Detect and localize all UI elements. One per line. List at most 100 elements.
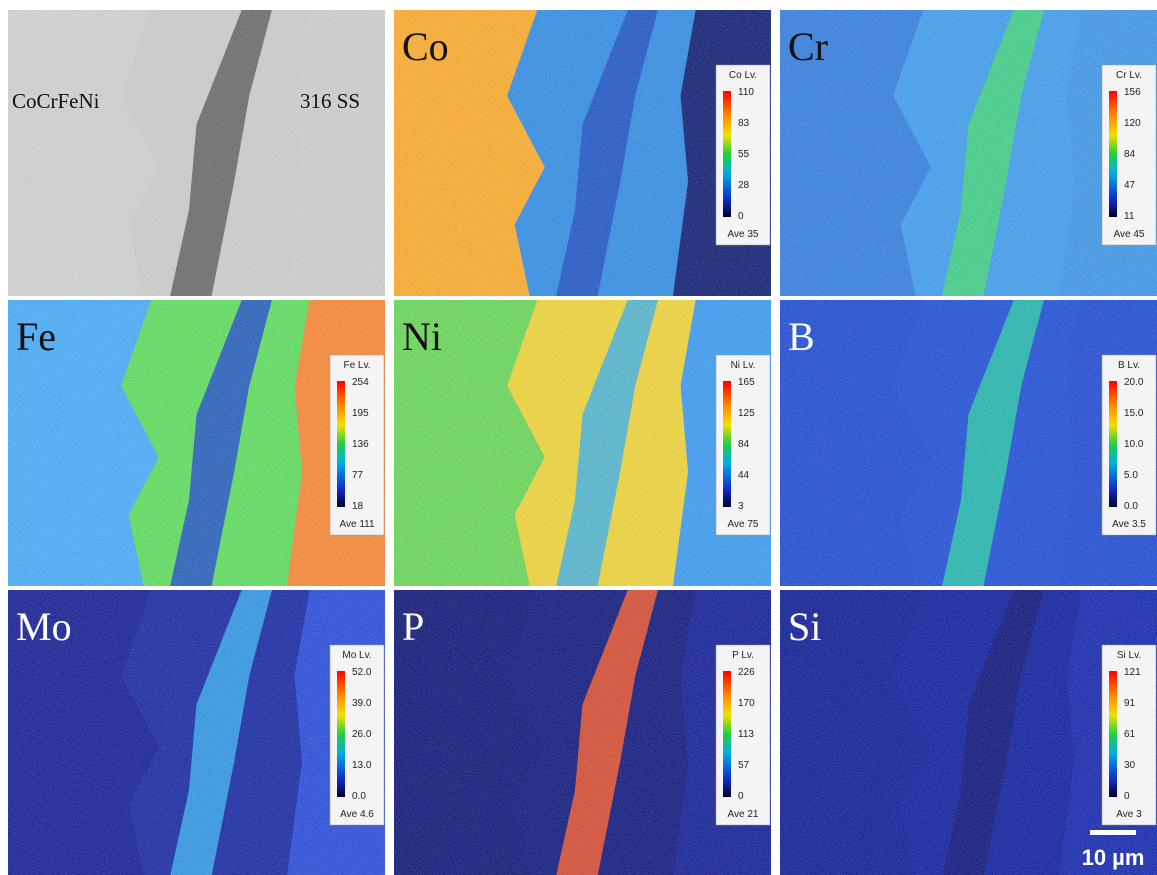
legend-tick: 156 bbox=[1124, 87, 1141, 98]
legend-tick: 110 bbox=[738, 87, 754, 98]
legend: B Lv. 20.0 15.0 10.0 5.0 0.0 Ave 3.5 bbox=[1102, 355, 1156, 535]
legend-tick: 61 bbox=[1124, 729, 1136, 740]
color-bar bbox=[337, 671, 345, 797]
panel-label: Co bbox=[402, 24, 449, 69]
texture bbox=[394, 10, 771, 296]
panel: B B Lv. 20.0 15.0 10.0 5.0 0.0 Ave 3.5 bbox=[780, 300, 1157, 586]
legend-tick: 0.0 bbox=[352, 791, 366, 802]
legend: Cr Lv. 156 120 84 47 11 Ave 45 bbox=[1102, 65, 1156, 245]
legend-tick: 165 bbox=[738, 377, 755, 388]
legend-tick: 47 bbox=[1124, 180, 1136, 191]
legend-title: Fe Lv. bbox=[343, 360, 370, 371]
scale-bar bbox=[1090, 830, 1136, 835]
legend-average: Ave 3 bbox=[1116, 809, 1142, 820]
legend-tick: 15.0 bbox=[1124, 408, 1144, 419]
legend-tick: 0 bbox=[738, 211, 744, 222]
panel-label: Cr bbox=[788, 24, 828, 69]
legend: Ni Lv. 165 125 84 44 3 Ave 75 bbox=[716, 355, 770, 535]
color-bar bbox=[723, 671, 731, 797]
panel: Cr Cr Lv. 156 120 84 47 11 Ave 45 bbox=[780, 10, 1157, 296]
legend-tick: 0 bbox=[1124, 791, 1130, 802]
legend-tick: 113 bbox=[738, 729, 754, 740]
legend-tick: 39.0 bbox=[352, 698, 372, 709]
legend-tick: 136 bbox=[352, 439, 369, 450]
panel: Fe Fe Lv. 254 195 136 77 18 Ave 111 bbox=[8, 300, 385, 586]
color-bar bbox=[723, 91, 731, 217]
panel: CoCrFeNi 316 SS bbox=[8, 10, 385, 296]
legend-tick: 10.0 bbox=[1124, 439, 1144, 450]
legend-tick: 125 bbox=[738, 408, 755, 419]
panel-label: Ni bbox=[402, 314, 442, 359]
texture bbox=[394, 300, 771, 586]
legend-tick: 20.0 bbox=[1124, 377, 1144, 388]
legend-tick: 121 bbox=[1124, 667, 1141, 678]
legend-average: Ave 111 bbox=[339, 519, 374, 530]
legend-title: P Lv. bbox=[732, 650, 754, 661]
legend-average: Ave 75 bbox=[728, 519, 759, 530]
color-bar bbox=[723, 381, 731, 507]
texture bbox=[8, 10, 385, 296]
legend: P Lv. 226 170 113 57 0 Ave 21 bbox=[716, 645, 770, 825]
legend-title: Cr Lv. bbox=[1116, 70, 1142, 81]
legend: Co Lv. 110 83 55 28 0 Ave 35 bbox=[716, 65, 770, 245]
legend-tick: 0 bbox=[738, 791, 744, 802]
legend-tick: 57 bbox=[738, 760, 750, 771]
legend-tick: 120 bbox=[1124, 118, 1141, 129]
legend-tick: 44 bbox=[738, 470, 750, 481]
figure: CoCrFeNi316 SSCoCo Lv.1108355280Ave 35Cr… bbox=[0, 0, 1157, 875]
legend-tick: 52.0 bbox=[352, 667, 372, 678]
legend: Fe Lv. 254 195 136 77 18 Ave 111 bbox=[330, 355, 384, 535]
legend-average: Ave 35 bbox=[728, 229, 759, 240]
legend-tick: 3 bbox=[738, 501, 744, 512]
panel-label: Mo bbox=[16, 604, 72, 649]
legend-title: Si Lv. bbox=[1117, 650, 1141, 661]
legend-tick: 83 bbox=[738, 118, 750, 129]
legend-tick: 5.0 bbox=[1124, 470, 1138, 481]
panel-label: CoCrFeNi bbox=[12, 89, 100, 113]
legend-title: Co Lv. bbox=[729, 70, 757, 81]
panel: Ni Ni Lv. 165 125 84 44 3 Ave 75 bbox=[394, 300, 771, 586]
legend-tick: 226 bbox=[738, 667, 755, 678]
legend-tick: 26.0 bbox=[352, 729, 372, 740]
color-bar bbox=[1109, 671, 1117, 797]
panel: Mo Mo Lv. 52.0 39.0 26.0 13.0 0.0 Ave 4.6 bbox=[8, 590, 385, 875]
legend: Si Lv. 121 91 61 30 0 Ave 3 bbox=[1102, 645, 1156, 825]
panel-label: Si bbox=[788, 604, 821, 649]
color-bar bbox=[337, 381, 345, 507]
panel-label: 316 SS bbox=[300, 89, 360, 113]
legend-title: Mo Lv. bbox=[342, 650, 371, 661]
legend-tick: 55 bbox=[738, 149, 750, 160]
legend-title: Ni Lv. bbox=[731, 360, 756, 371]
legend-title: B Lv. bbox=[1118, 360, 1140, 371]
legend-tick: 254 bbox=[352, 377, 369, 388]
panel-label: B bbox=[788, 314, 815, 359]
legend-tick: 13.0 bbox=[352, 760, 372, 771]
color-bar bbox=[1109, 91, 1117, 217]
texture bbox=[8, 300, 385, 586]
texture bbox=[394, 590, 771, 875]
legend-average: Ave 3.5 bbox=[1112, 519, 1146, 530]
legend: Mo Lv. 52.0 39.0 26.0 13.0 0.0 Ave 4.6 bbox=[330, 645, 384, 825]
panel-label: P bbox=[402, 604, 424, 649]
legend-tick: 170 bbox=[738, 698, 755, 709]
legend-average: Ave 21 bbox=[728, 809, 759, 820]
legend-tick: 84 bbox=[738, 439, 750, 450]
panel-label: Fe bbox=[16, 314, 56, 359]
color-bar bbox=[1109, 381, 1117, 507]
legend-average: Ave 4.6 bbox=[340, 809, 374, 820]
legend-average: Ave 45 bbox=[1114, 229, 1145, 240]
legend-tick: 91 bbox=[1124, 698, 1136, 709]
texture bbox=[780, 300, 1157, 586]
legend-tick: 30 bbox=[1124, 760, 1136, 771]
legend-tick: 84 bbox=[1124, 149, 1136, 160]
legend-tick: 195 bbox=[352, 408, 369, 419]
panel: P P Lv. 226 170 113 57 0 Ave 21 bbox=[394, 590, 771, 875]
legend-tick: 11 bbox=[1124, 211, 1135, 222]
texture bbox=[780, 10, 1157, 296]
legend-tick: 77 bbox=[352, 470, 364, 481]
legend-tick: 18 bbox=[352, 501, 364, 512]
panel: Co Co Lv. 110 83 55 28 0 Ave 35 bbox=[394, 10, 771, 296]
scale-bar-label: 10 µm bbox=[1082, 845, 1145, 870]
legend-tick: 0.0 bbox=[1124, 501, 1138, 512]
legend-tick: 28 bbox=[738, 180, 750, 191]
